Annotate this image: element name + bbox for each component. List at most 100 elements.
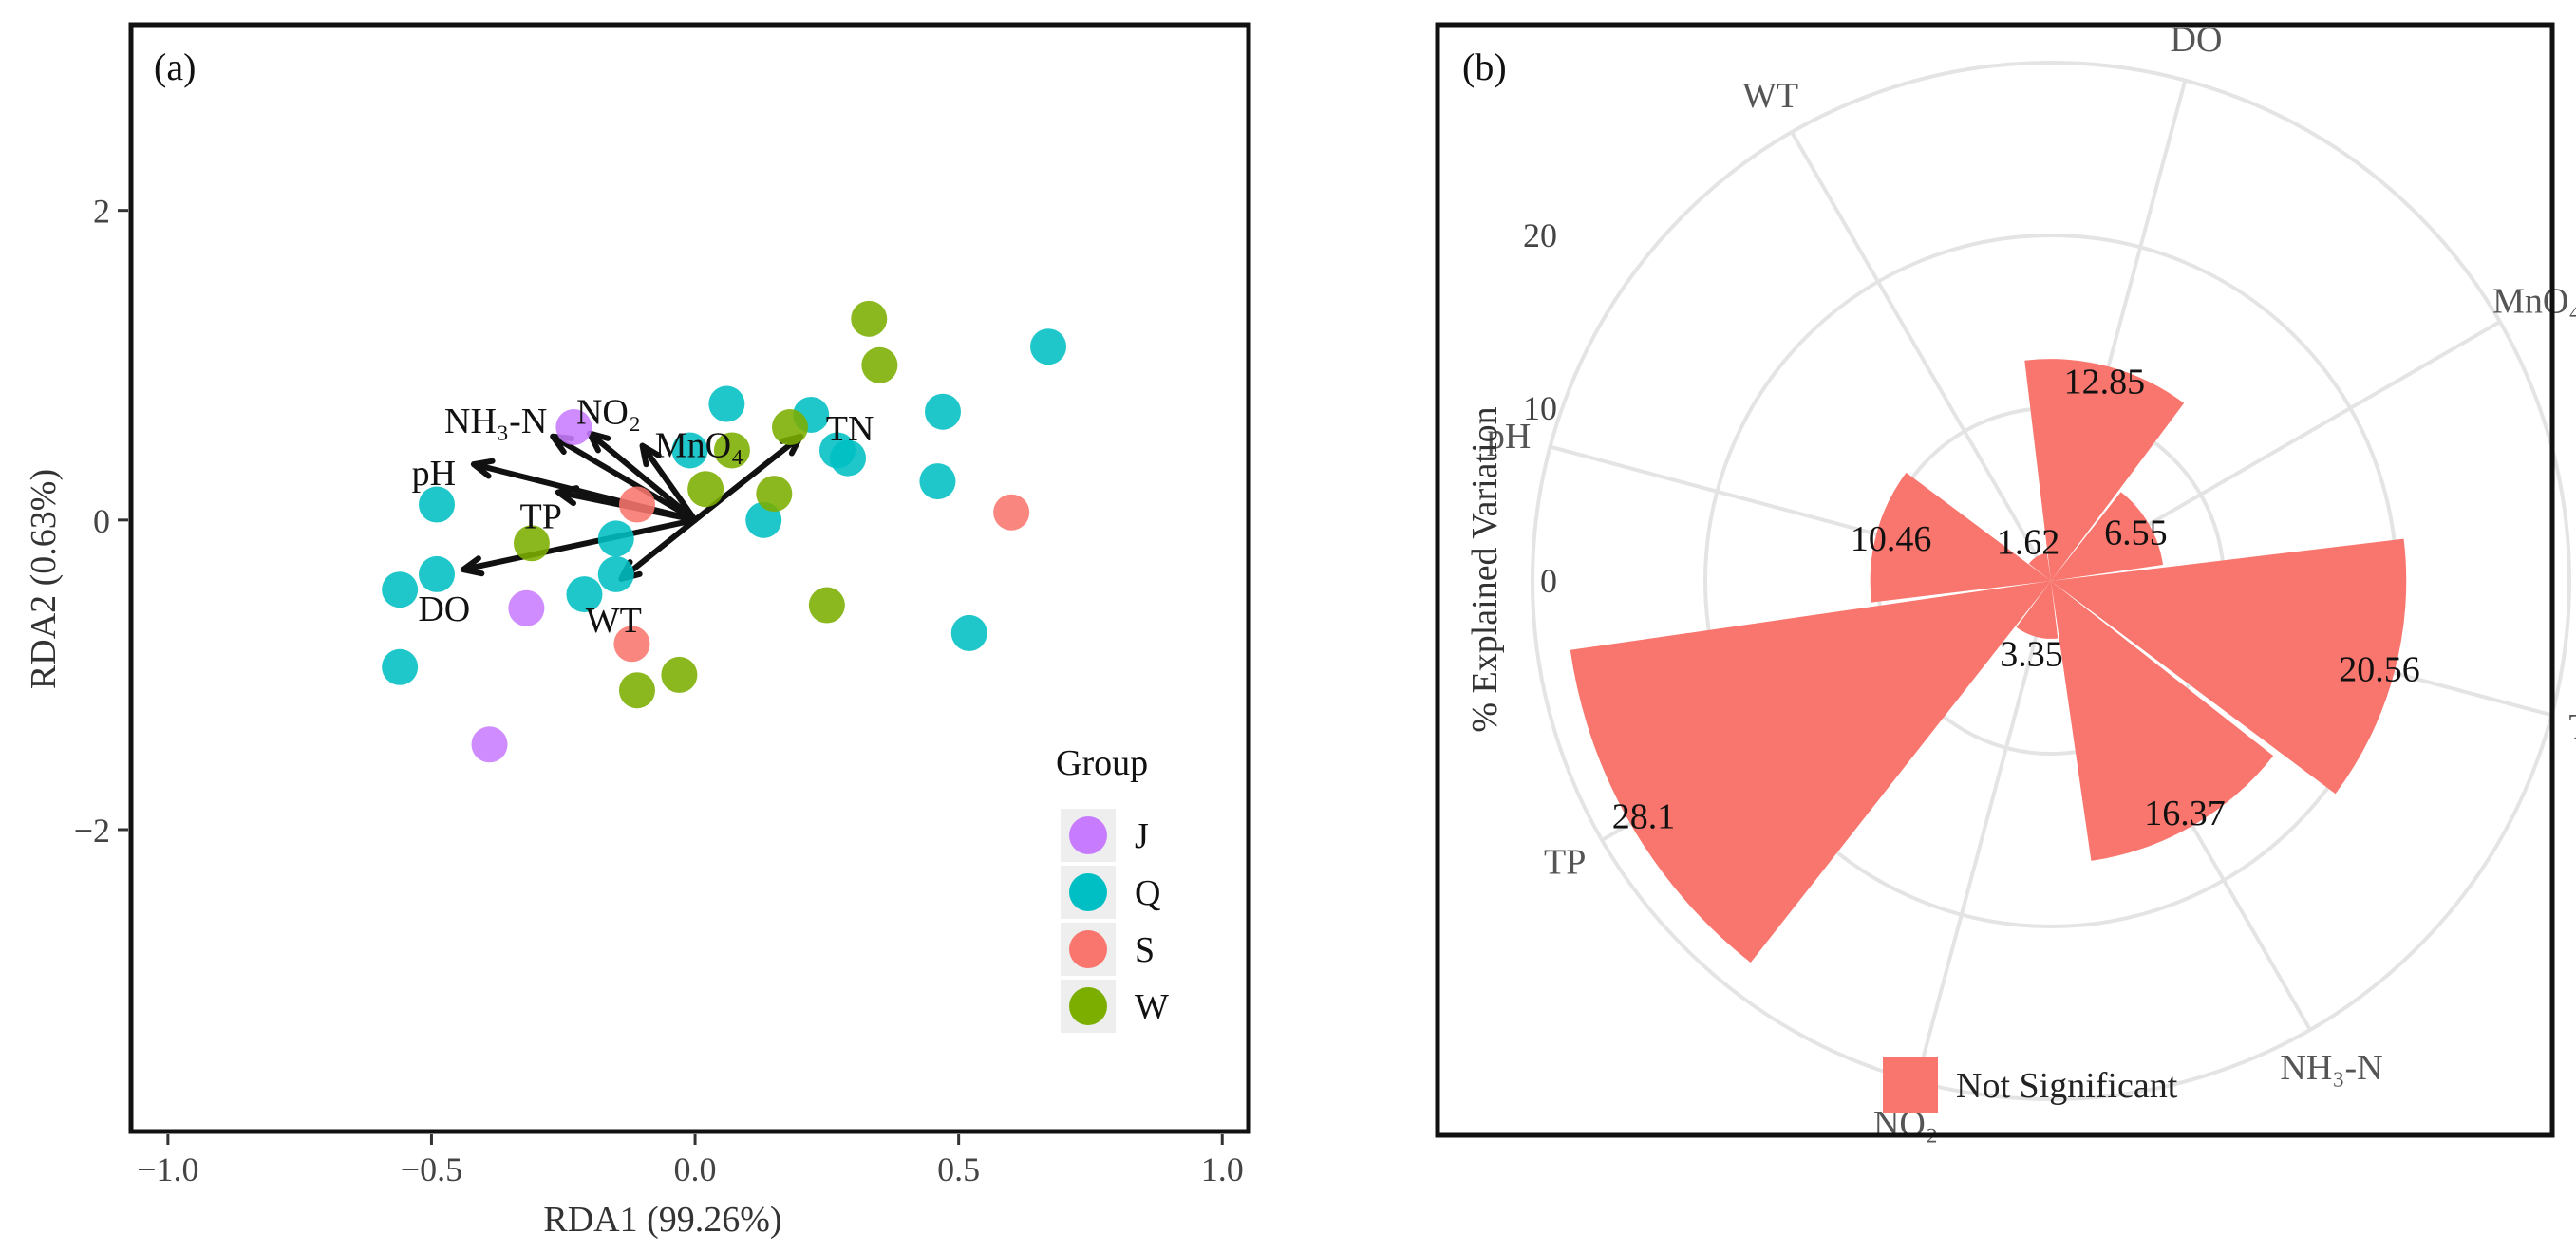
point-group-w (687, 471, 724, 508)
arrow-tn (692, 439, 797, 523)
point-group-q (566, 576, 603, 613)
category-label-ph: pH (1487, 417, 1531, 457)
point-group-j (471, 726, 508, 763)
point-group-q (1030, 328, 1067, 365)
value-label-mno: 6.55 (2104, 513, 2168, 552)
arrow-labels: NH₃-N NO₂ MnO₄ pH TP DO WT TN (412, 393, 874, 641)
arrowhead-tp (555, 485, 580, 507)
x-tick-label: −0.5 (401, 1150, 462, 1188)
x-tick-label: 0.0 (674, 1150, 717, 1188)
point-group-w (618, 672, 655, 709)
x-tick-label: 1.0 (1201, 1150, 1244, 1188)
legend-label-j: J (1135, 816, 1149, 856)
arrow-mno (645, 450, 699, 523)
legend-label-not-significant: Not Significant (1956, 1066, 2178, 1106)
bar-do (2024, 359, 2185, 581)
legend-swatch-s (1069, 930, 1107, 968)
arrowhead-mno (639, 442, 662, 468)
arrowhead-ph (470, 458, 496, 479)
point-group-w (756, 476, 793, 513)
legend-swatch-not-significant (1883, 1057, 1938, 1113)
y-tick-label: 2 (93, 193, 110, 231)
panel-a-rda-biplot: NH₃-N NO₂ MnO₄ pH TP DO WT TN (a) −1.0 −0.5 0.0 0.… (24, 22, 1251, 1240)
point-group-w (861, 346, 898, 383)
x-axis: −1.0 −0.5 0.0 0.5 1.0 (137, 1134, 1244, 1188)
value-label-tp: 28.1 (1612, 797, 1676, 837)
category-label-nh-n: NH₃-N (2280, 1048, 2382, 1088)
value-label-do: 12.85 (2064, 363, 2146, 402)
arrow-label-nh-n: NH₃-N (444, 402, 547, 441)
bar-ph (1870, 472, 2051, 603)
arrow-label-mno: MnO₄ (655, 426, 743, 466)
legend-label-q: Q (1135, 873, 1160, 913)
value-label-ph: 10.46 (1851, 519, 1932, 559)
panel-b-frame (1435, 22, 2555, 1138)
grid-circle (1531, 61, 2571, 1101)
y-axis-label: RDA2 (0.63%) (24, 469, 64, 689)
radial-tick-labels: 0 10 20 (1523, 216, 1557, 600)
point-group-s (993, 494, 1030, 531)
y-tick-label: −2 (74, 812, 110, 850)
x-axis-label: RDA1 (99.26%) (543, 1200, 781, 1240)
point-group-q (597, 555, 634, 592)
arrow-wt (626, 516, 699, 576)
point-group-q (382, 648, 419, 685)
bar-nh-n (2051, 581, 2274, 861)
point-group-w (808, 587, 845, 624)
x-tick-label: −1.0 (137, 1150, 198, 1188)
arrow-nh-n (557, 438, 699, 523)
point-group-q (924, 393, 961, 430)
point-group-q (419, 486, 456, 523)
point-group-q (708, 385, 745, 422)
arrow-do (469, 516, 699, 570)
point-group-w (661, 656, 698, 693)
legend-label-w: W (1135, 987, 1169, 1027)
legend-swatch-w (1069, 987, 1107, 1025)
arrow-label-wt: WT (586, 601, 642, 641)
category-label-tp: TP (1544, 843, 1586, 883)
point-group-w (513, 525, 550, 562)
value-label-wt: 1.62 (1997, 522, 2060, 562)
y-axis: 2 0 −2 (74, 193, 128, 850)
legend-title: Group (1056, 743, 1148, 783)
value-label-nh-n: 16.37 (2144, 794, 2226, 833)
grid-spoke (1790, 131, 2053, 583)
point-group-w (713, 432, 750, 469)
arrow-label-tp: TP (520, 496, 562, 536)
bar-no (2016, 581, 2059, 639)
category-label-mno: MnO₄ (2492, 282, 2576, 322)
arrow-label-ph: pH (412, 454, 456, 494)
bar-mno (2051, 492, 2163, 581)
radial-axis-label: % Explained Variation (1465, 406, 1505, 732)
radial-tick-label: 10 (1523, 389, 1557, 427)
radial-tick-label: 0 (1540, 562, 1557, 600)
bar-wt (2028, 552, 2051, 581)
point-group-w (771, 409, 808, 445)
panel-a-frame (128, 22, 1251, 1134)
point-group-j (555, 409, 592, 445)
x-tick-label: 0.5 (937, 1150, 980, 1188)
point-group-q (597, 520, 634, 557)
point-group-s (618, 486, 655, 523)
legend-swatch-j (1069, 816, 1107, 854)
y-tick-label: 0 (93, 502, 110, 540)
grid-spoke (1914, 580, 2053, 1082)
point-group-s (613, 626, 650, 663)
point-group-q (419, 555, 456, 592)
bar-tn (2051, 538, 2407, 795)
arrowhead-do (460, 555, 485, 577)
point-group-q (671, 432, 708, 469)
arrow-no (593, 436, 699, 523)
value-label-no: 3.35 (2000, 634, 2063, 674)
point-group-q (382, 571, 419, 608)
value-label-tn: 20.56 (2339, 650, 2420, 690)
legend-label-s: S (1135, 930, 1155, 970)
category-label-wt: WT (1742, 76, 1798, 116)
legend-swatch-q (1069, 873, 1107, 911)
significance-legend: Not Significant (1883, 1057, 2178, 1113)
point-group-w (851, 300, 888, 337)
point-group-q (950, 614, 987, 651)
